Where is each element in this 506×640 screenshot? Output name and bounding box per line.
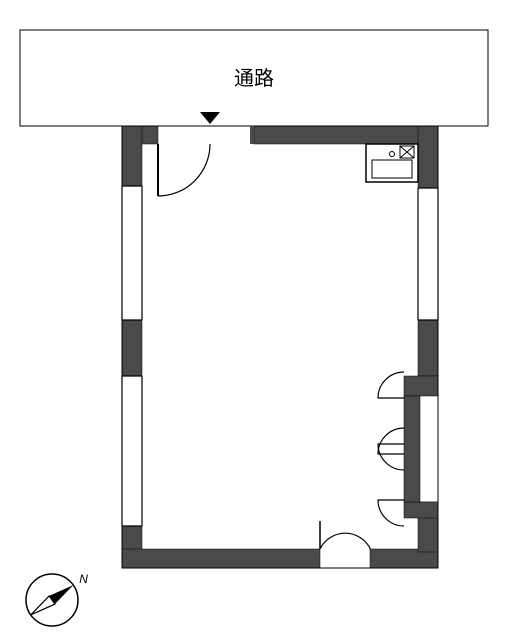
- corridor-label: 通路: [234, 67, 274, 90]
- compass-n-label: N: [79, 572, 88, 586]
- sink-basin: [372, 160, 412, 178]
- wall-segment: [404, 396, 420, 502]
- wall-segment: [418, 126, 438, 188]
- wall-segment: [418, 320, 438, 376]
- inner-door-arc: [378, 444, 404, 470]
- inner-door-arc: [378, 428, 404, 454]
- inner-door-arc: [378, 500, 404, 526]
- wall-segment: [404, 502, 438, 518]
- door-jamb: [250, 126, 254, 144]
- wall-segment: [254, 126, 438, 144]
- sink-faucet: [390, 152, 395, 157]
- entry-marker-icon: [200, 112, 220, 124]
- wall-segment: [404, 376, 438, 396]
- inner-door-arc: [378, 372, 404, 398]
- bottom-door-arc: [320, 533, 370, 549]
- wall-segment: [122, 549, 320, 568]
- outer-outline: [122, 126, 438, 568]
- wall-segment: [122, 126, 142, 186]
- compass-needle-south: [31, 596, 55, 615]
- main-door-arc: [158, 144, 210, 196]
- floor-plan: 通路 N: [0, 0, 506, 640]
- wall-segment: [122, 320, 142, 376]
